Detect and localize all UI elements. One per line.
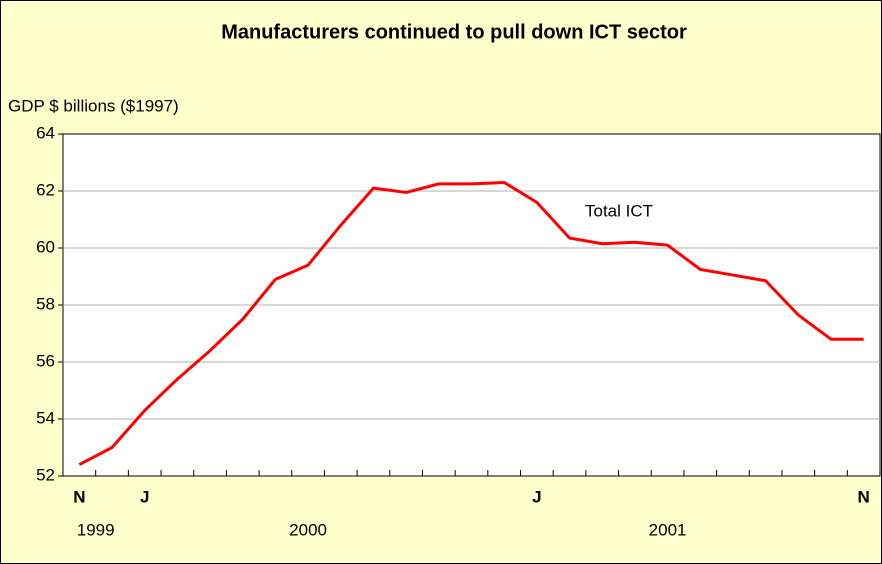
x-tick-label: N bbox=[73, 487, 85, 506]
x-tick-label: J bbox=[532, 487, 541, 506]
year-label: 2001 bbox=[649, 520, 687, 539]
series-label: Total ICT bbox=[585, 201, 653, 220]
y-tick-label: 58 bbox=[36, 294, 55, 313]
y-tick-label: 56 bbox=[36, 351, 55, 370]
y-tick-label: 60 bbox=[36, 237, 55, 256]
x-tick-label: N bbox=[858, 487, 870, 506]
y-tick-label: 64 bbox=[36, 123, 55, 142]
year-label: 2000 bbox=[289, 520, 327, 539]
y-tick-label: 52 bbox=[36, 465, 55, 484]
y-tick-label: 62 bbox=[36, 180, 55, 199]
x-tick-label: J bbox=[140, 487, 149, 506]
line bbox=[78, 180, 864, 466]
y-tick-label: 54 bbox=[36, 408, 55, 427]
year-label: 1999 bbox=[77, 520, 115, 539]
y-axis-label: GDP $ billions ($1997) bbox=[8, 96, 179, 115]
chart-title: Manufacturers continued to pull down ICT… bbox=[221, 21, 687, 43]
